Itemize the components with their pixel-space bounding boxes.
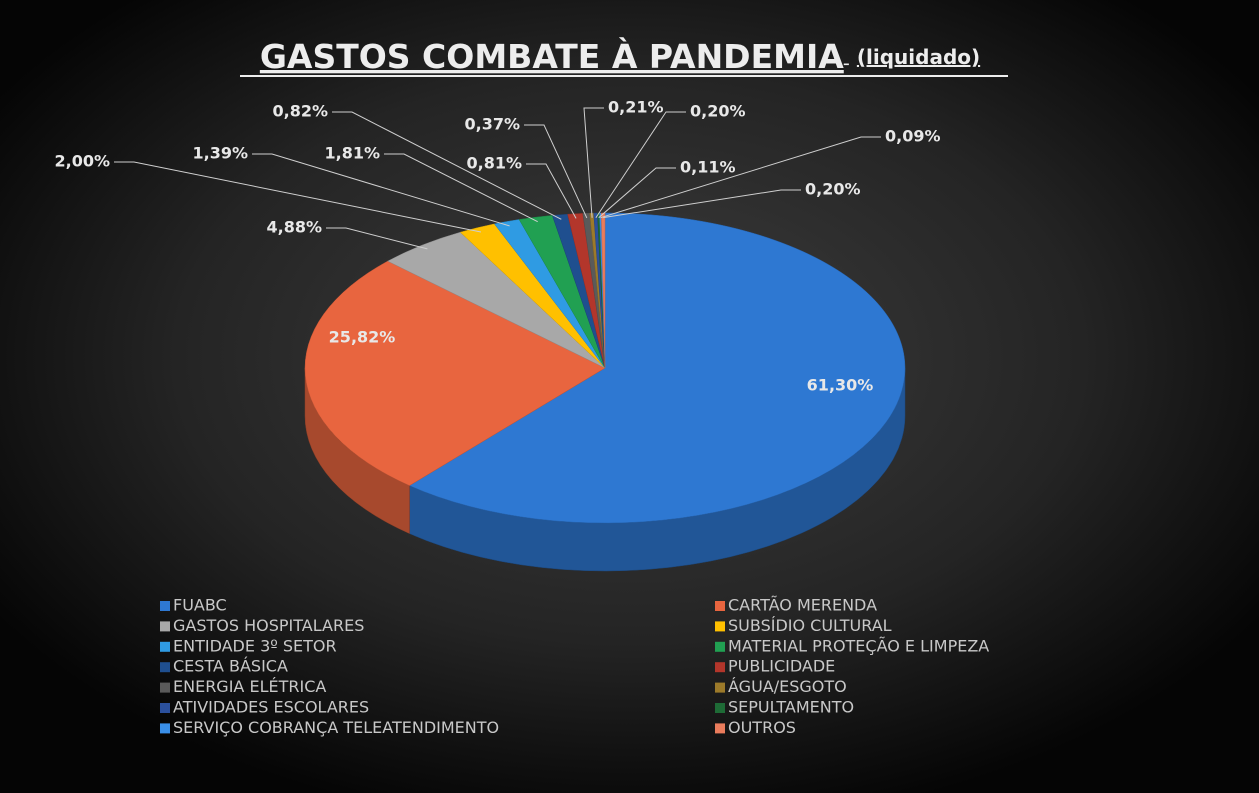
slice bbox=[304, 260, 606, 534]
data-label: 0,09% bbox=[885, 127, 941, 146]
leader-line bbox=[595, 111, 686, 219]
legend-swatch bbox=[715, 621, 725, 632]
legend-swatch bbox=[160, 682, 170, 693]
legend-swatch bbox=[160, 601, 170, 611]
data-label: 0,37% bbox=[464, 115, 520, 134]
data-label: 0,20% bbox=[805, 180, 861, 199]
data-label: 0,82% bbox=[272, 102, 328, 121]
leader-line bbox=[326, 227, 428, 250]
legend-swatch bbox=[715, 662, 725, 673]
leader-line bbox=[524, 124, 588, 219]
legend-label: MATERIAL PROTEÇÃO E LIMPEZA bbox=[728, 636, 989, 655]
data-label: 4,88% bbox=[266, 218, 322, 237]
legend-swatch bbox=[160, 703, 170, 713]
title: GASTOS COMBATE À PANDEMIA bbox=[260, 36, 844, 76]
leader-line bbox=[600, 136, 881, 219]
legend-label: ENERGIA ELÉTRICA bbox=[173, 677, 326, 696]
slice-top bbox=[600, 212, 606, 369]
legend-swatch bbox=[160, 723, 170, 734]
slice-top bbox=[304, 260, 606, 486]
legend-swatch bbox=[160, 641, 170, 652]
data-label: 1,39% bbox=[192, 144, 248, 163]
legend-label: ÁGUA/ESGOTO bbox=[728, 677, 847, 696]
leader-line bbox=[598, 167, 676, 219]
data-label: 1,81% bbox=[324, 144, 380, 163]
data-label: 0,20% bbox=[690, 102, 746, 121]
data-label: 0,81% bbox=[466, 154, 522, 173]
legend-label: PUBLICIDADE bbox=[728, 657, 835, 676]
legend-swatch bbox=[715, 601, 725, 611]
chart-title: GASTOS COMBATE À PANDEMIA (liquidado) bbox=[260, 36, 980, 76]
legend-label: ATIVIDADES ESCOLARES bbox=[173, 698, 369, 717]
legend-label: ENTIDADE 3º SETOR bbox=[173, 636, 337, 655]
legend-label: SUBSÍDIO CULTURAL bbox=[728, 616, 892, 635]
legend-label: SEPULTAMENTO bbox=[728, 698, 854, 717]
data-label: 0,21% bbox=[608, 98, 664, 117]
legend-label: OUTROS bbox=[728, 718, 796, 737]
leader-line bbox=[603, 189, 801, 219]
leader-line bbox=[252, 153, 510, 227]
data-label: 2,00% bbox=[54, 152, 110, 171]
legend-label: CESTA BÁSICA bbox=[173, 657, 288, 676]
legend-label: SERVIÇO COBRANÇA TELEATENDIMENTO bbox=[173, 718, 499, 737]
legend-label: GASTOS HOSPITALARES bbox=[173, 616, 364, 635]
subtitle: (liquidado) bbox=[857, 45, 980, 69]
leader-line bbox=[114, 161, 482, 233]
legend-label: FUABC bbox=[173, 596, 227, 615]
leader-line bbox=[332, 111, 562, 220]
leader-line bbox=[526, 163, 577, 219]
legend-swatch bbox=[160, 621, 170, 632]
legend-swatch bbox=[715, 682, 725, 693]
leader-line bbox=[583, 107, 604, 218]
legend-swatch bbox=[160, 662, 170, 673]
legend-swatch bbox=[715, 703, 725, 713]
legend-swatch bbox=[715, 641, 725, 652]
legend-swatch bbox=[715, 723, 725, 734]
data-label: 61,30% bbox=[807, 376, 874, 395]
data-label: 25,82% bbox=[329, 328, 396, 347]
slice bbox=[600, 212, 606, 369]
slice-top bbox=[408, 212, 906, 524]
data-label: 0,11% bbox=[680, 158, 736, 177]
legend-label: CARTÃO MERENDA bbox=[728, 596, 877, 615]
leader-line bbox=[384, 153, 538, 223]
